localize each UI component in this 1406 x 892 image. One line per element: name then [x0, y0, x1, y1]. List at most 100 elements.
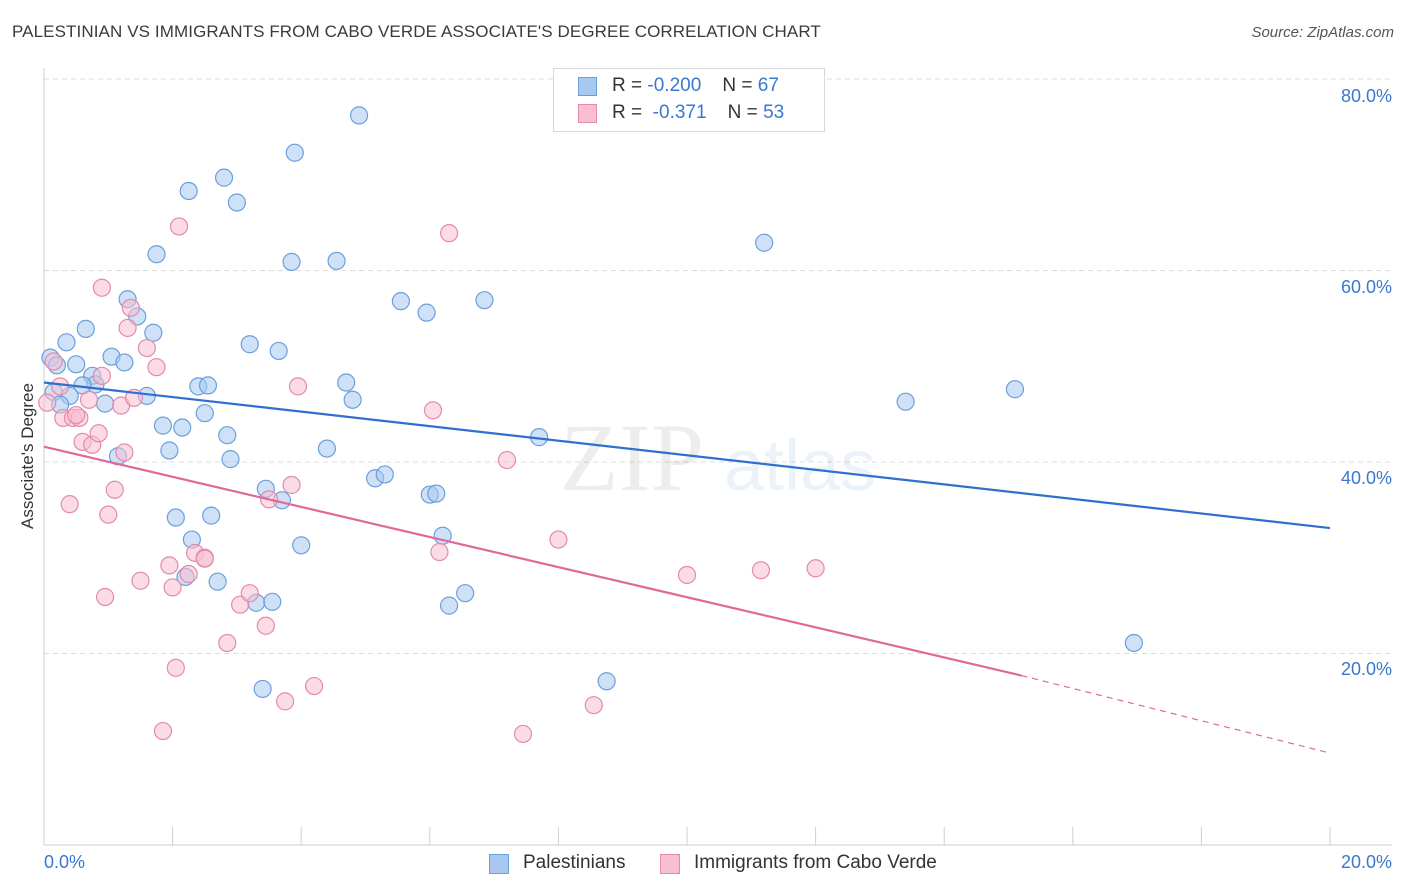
data-point [44, 352, 63, 371]
y-tick-label-60: 60.0% [1340, 277, 1392, 297]
data-point [292, 536, 311, 555]
data-point [896, 392, 915, 411]
data-point [439, 596, 459, 615]
legend-n-label: N = [722, 75, 753, 96]
data-point [263, 592, 282, 611]
data-point [179, 181, 198, 201]
data-point [282, 475, 301, 495]
data-point [755, 233, 774, 252]
data-point [121, 298, 140, 317]
data-point [375, 465, 394, 484]
data-point [349, 106, 369, 125]
data-point [751, 561, 771, 580]
data-point [337, 373, 356, 392]
data-point [317, 439, 337, 458]
data-point [76, 319, 95, 339]
data-point [549, 530, 568, 549]
data-point [38, 393, 57, 412]
data-point [430, 542, 449, 562]
legend-swatch-palestinians [578, 77, 597, 96]
data-point [92, 366, 111, 385]
data-point [95, 587, 115, 607]
data-point [50, 377, 70, 396]
data-point [163, 578, 182, 597]
data-point [269, 341, 288, 361]
data-point [195, 549, 214, 568]
data-point [160, 441, 179, 460]
data-point [144, 323, 163, 342]
trend-line-extension-cabo-verde [1021, 674, 1331, 754]
x-tick-label-max: 20.0% [1340, 852, 1392, 872]
data-point [160, 556, 179, 575]
data-point [427, 484, 446, 503]
data-point [208, 572, 227, 591]
legend-r-value: -0.371 [652, 102, 707, 123]
legend-swatch-cabo-verde [578, 104, 597, 123]
bottom-legend-label-cabo-verde: Immigrants from Cabo Verde [694, 852, 937, 873]
y-tick-label-80: 80.0% [1340, 86, 1392, 106]
data-point [105, 480, 124, 499]
series-palestinians [41, 106, 1143, 699]
data-point [67, 405, 86, 425]
data-point [304, 676, 324, 696]
data-point [423, 401, 443, 420]
data-point [57, 333, 76, 352]
data-point [198, 376, 218, 395]
data-point [214, 168, 234, 187]
data-point [1124, 633, 1143, 653]
data-point [147, 245, 166, 264]
legend-n-value: 53 [763, 102, 785, 123]
data-point [95, 394, 115, 413]
data-point [253, 679, 272, 699]
data-point [92, 278, 111, 297]
data-point [89, 424, 108, 443]
bottom-legend-swatch-palestinians [489, 854, 509, 874]
trend-line-cabo-verde [43, 445, 1022, 677]
data-point [221, 450, 240, 469]
data-point [327, 251, 346, 271]
data-point [169, 217, 189, 236]
y-tick-label-20: 20.0% [1340, 659, 1392, 679]
data-point [218, 633, 237, 653]
data-point [118, 318, 137, 338]
data-point [79, 390, 99, 409]
data-point [282, 252, 301, 271]
watermark-atlas: atlas [724, 426, 876, 506]
data-point [153, 721, 173, 741]
bottom-legend-swatch-cabo-verde [660, 854, 680, 874]
data-point [677, 565, 697, 585]
data-point [806, 559, 825, 578]
data-point [227, 193, 246, 212]
data-point [391, 292, 410, 311]
data-point [137, 338, 156, 358]
data-point [285, 143, 304, 162]
data-point [439, 224, 459, 243]
chart-title: PALESTINIAN VS IMMIGRANTS FROM CABO VERD… [12, 22, 821, 41]
axes [43, 68, 1392, 846]
data-point [115, 443, 134, 462]
data-point [597, 672, 616, 691]
data-point [1005, 380, 1025, 399]
data-point [60, 495, 79, 514]
bottom-legend-label-palestinians: Palestinians [523, 852, 626, 873]
legend-n-label: N = [727, 102, 758, 123]
data-point [99, 505, 118, 524]
data-point [202, 506, 221, 525]
data-point [288, 377, 308, 396]
legend-r-label: R = [612, 75, 643, 96]
series-cabo-verde [38, 217, 825, 744]
data-point [240, 335, 259, 354]
legend-r-label: R = [612, 102, 643, 123]
data-point [584, 696, 603, 715]
y-tick-label-40: 40.0% [1340, 468, 1392, 488]
data-point [475, 291, 494, 310]
data-point [218, 426, 237, 445]
data-point [153, 416, 173, 435]
data-point [276, 692, 295, 711]
legend-n-value: 67 [757, 75, 779, 96]
trend-line-palestinians [43, 381, 1331, 530]
data-point [195, 404, 214, 423]
legend-r-value: -0.200 [647, 75, 702, 96]
data-point [417, 303, 436, 322]
